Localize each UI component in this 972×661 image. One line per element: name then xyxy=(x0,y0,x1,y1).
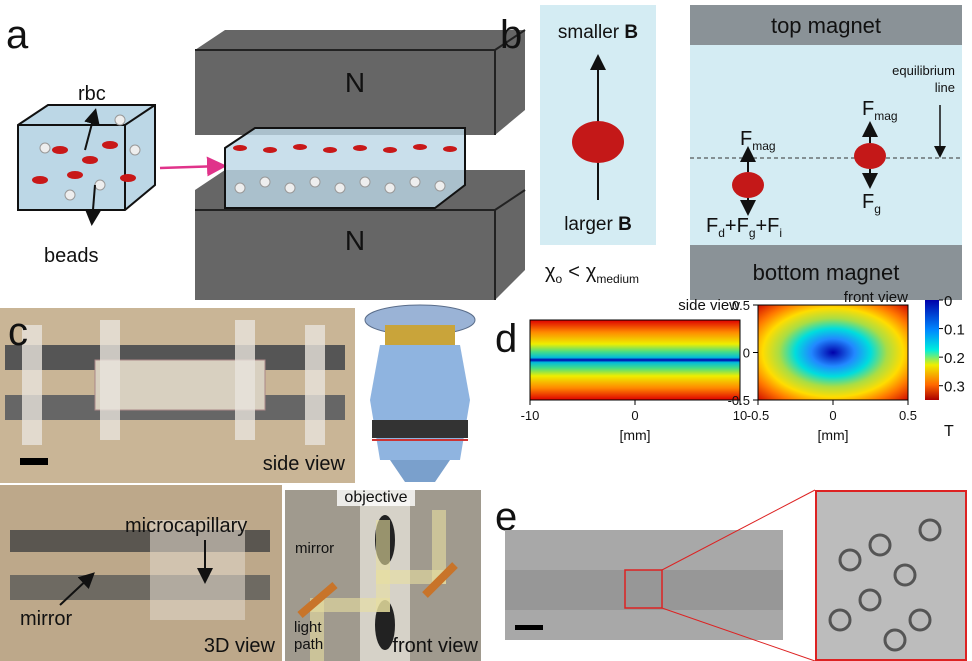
colorbar-label: 0.1 xyxy=(944,322,965,339)
label: Fd+Fg+Fi xyxy=(706,215,782,240)
text: χ xyxy=(586,261,597,283)
y-tick-label: 0.5 xyxy=(732,298,750,313)
panel-e: e xyxy=(495,490,966,661)
text: χ xyxy=(545,261,556,283)
label: front view xyxy=(844,289,908,306)
magnet-pole: N xyxy=(345,225,365,256)
panel-label: d xyxy=(495,317,517,361)
text: o xyxy=(556,272,563,286)
label: smaller B xyxy=(558,22,638,43)
text: larger xyxy=(564,214,613,235)
panel-label: b xyxy=(500,13,522,57)
label: bottom magnet xyxy=(753,260,900,285)
label: mirror xyxy=(20,608,73,630)
x-tick-label: 0 xyxy=(631,408,638,423)
text: g xyxy=(749,226,756,240)
colorbar-label: 0.3 xyxy=(944,379,965,396)
text: F xyxy=(862,98,874,120)
label: front view xyxy=(392,635,478,657)
figure: a rbc beads N N b smaller B larger B χo<… xyxy=(0,0,972,661)
text: line xyxy=(935,80,955,95)
x-tick-label: -0.5 xyxy=(747,408,769,423)
text: i xyxy=(779,226,782,240)
label: side view xyxy=(678,297,740,314)
panel-label: c xyxy=(8,310,28,354)
x-tick-label: -10 xyxy=(521,408,540,423)
panel-d: d side view front view [mm] [mm] T -10 0 1… xyxy=(495,289,965,443)
label: χo<χmedium xyxy=(545,261,639,286)
text: mag xyxy=(874,109,897,123)
text: path xyxy=(294,636,323,653)
x-tick-label: 10 xyxy=(733,408,747,423)
label: larger B xyxy=(564,214,632,235)
label: rbc xyxy=(78,83,106,105)
text: medium xyxy=(596,272,639,286)
axis-label: T xyxy=(944,423,954,440)
label: side view xyxy=(263,453,346,475)
text: smaller xyxy=(558,22,620,43)
text: B xyxy=(618,214,632,235)
magnet-pole: N xyxy=(345,67,365,98)
text: F xyxy=(740,128,752,150)
panel-b: b smaller B larger B χo<χmedium top magn… xyxy=(500,5,962,300)
colorbar-label: 0.2 xyxy=(944,350,965,367)
text: light xyxy=(294,619,322,636)
colorbar-label: 0 xyxy=(944,293,952,310)
label: microcapillary xyxy=(125,515,247,537)
text: F xyxy=(862,191,874,213)
panel-c: side view c microcapillary mirror 3D vie… xyxy=(0,305,481,661)
text: F xyxy=(706,215,718,237)
y-tick-label: -0.5 xyxy=(728,393,750,408)
text: < xyxy=(568,261,580,283)
x-tick-label: 0 xyxy=(829,408,836,423)
text: g xyxy=(874,202,881,216)
axis-label: [mm] xyxy=(817,427,848,443)
label: objective xyxy=(344,489,407,506)
label: beads xyxy=(44,245,99,267)
text: +F xyxy=(756,215,780,237)
text: mag xyxy=(752,139,775,153)
axis-label: [mm] xyxy=(619,427,650,443)
label: top magnet xyxy=(771,13,881,38)
text: d xyxy=(718,226,725,240)
x-tick-label: 0.5 xyxy=(899,408,917,423)
panel-a: a rbc beads N N xyxy=(6,13,525,300)
label: 3D view xyxy=(204,635,276,657)
text: B xyxy=(624,22,638,43)
y-tick-label: 0 xyxy=(743,346,750,361)
text: equilibrium xyxy=(892,63,955,78)
panel-label: a xyxy=(6,13,29,57)
text: +F xyxy=(725,215,749,237)
label: mirror xyxy=(295,540,334,557)
